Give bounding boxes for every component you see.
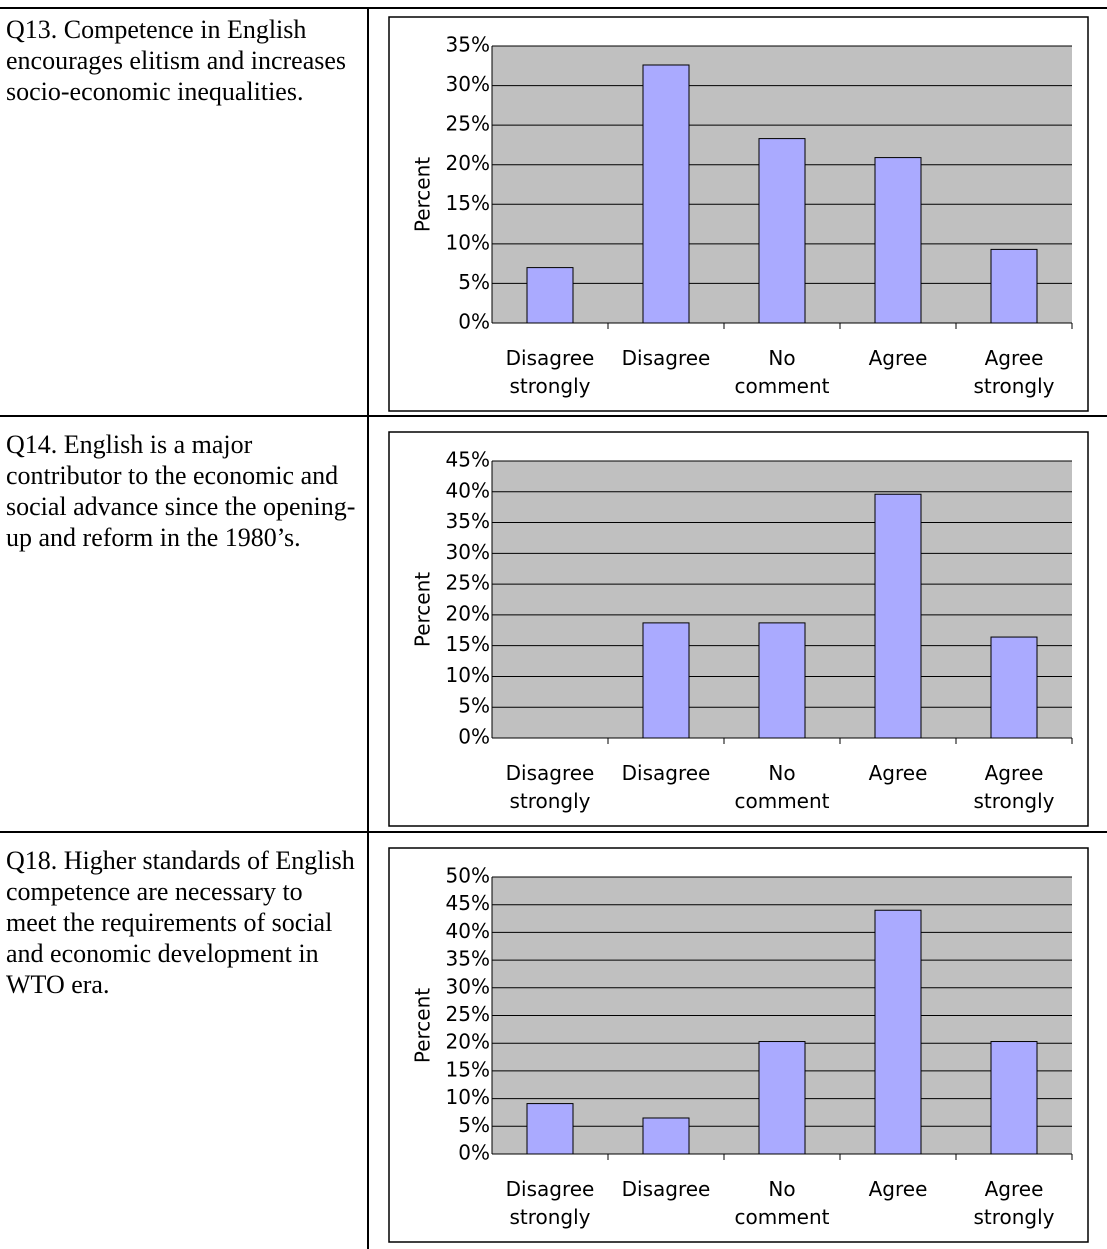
y-tick-label: 5% (458, 270, 490, 294)
y-tick-label: 35% (446, 509, 490, 533)
bar (758, 138, 806, 324)
y-tick-label: 10% (446, 1085, 490, 1109)
bar (990, 1041, 1038, 1155)
bar (990, 636, 1038, 739)
question: Q14. English is a major contributor to t… (6, 430, 356, 552)
y-tick-label: 20% (446, 1030, 490, 1054)
y-tick-label: 0% (458, 310, 490, 334)
y-tick-label: 5% (458, 694, 490, 718)
y-tick-label: 45% (446, 448, 490, 472)
x-tick-label: Agree strongly (973, 1177, 1054, 1229)
y-tick-label: 20% (446, 151, 490, 175)
y-tick-label: 35% (446, 33, 490, 57)
x-tick-label: Agree (869, 346, 928, 370)
x-tick-label: Agree strongly (973, 761, 1054, 813)
bar (642, 64, 690, 324)
bar (874, 909, 922, 1155)
y-tick-label: 20% (446, 601, 490, 625)
y-tick-label: 15% (446, 191, 490, 215)
y-tick-label: 45% (446, 891, 490, 915)
y-tick-label: 0% (458, 1141, 490, 1165)
x-tick-label: Agree (869, 1177, 928, 1201)
x-tick-label: Disagree strongly (506, 346, 595, 398)
x-tick-label: No comment (734, 1177, 829, 1229)
y-tick-label: 15% (446, 1057, 490, 1081)
y-tick-label: 40% (446, 478, 490, 502)
y-tick-label: 30% (446, 974, 490, 998)
x-tick-label: Disagree strongly (506, 761, 595, 813)
y-tick-label: 40% (446, 919, 490, 943)
x-tick-label: Agree (869, 761, 928, 785)
question: Q18. Higher standards of English compete… (6, 846, 355, 999)
x-tick-label: Disagree (622, 1177, 711, 1201)
bar (642, 1117, 690, 1155)
bar (874, 493, 922, 739)
bar (874, 157, 922, 324)
y-tick-label: 35% (446, 947, 490, 971)
table-border (0, 831, 1107, 833)
table-border (367, 7, 369, 1249)
bar (526, 267, 574, 324)
bar (758, 622, 806, 739)
bar (990, 248, 1038, 324)
chart: Percent 0% 5% 10% 15% 20% 25% 30% 35% 40% 45% Disag… (388, 431, 1089, 827)
bar (526, 1103, 574, 1155)
y-tick-label: 30% (446, 72, 490, 96)
bar (758, 1041, 806, 1155)
y-axis-title: Percent (411, 572, 435, 647)
x-tick-label: Disagree (622, 761, 711, 785)
y-tick-label: 10% (446, 230, 490, 254)
x-tick-label: No comment (734, 346, 829, 398)
y-tick-label: 15% (446, 632, 490, 656)
x-tick-label: Agree strongly (973, 346, 1054, 398)
y-axis-title: Percent (411, 988, 435, 1063)
y-tick-label: 0% (458, 725, 490, 749)
y-tick-label: 30% (446, 540, 490, 564)
table-border (0, 415, 1107, 417)
table-border (0, 7, 1107, 9)
y-tick-label: 25% (446, 571, 490, 595)
bar (642, 622, 690, 739)
question: Q13. Competence in English encourages el… (6, 15, 347, 106)
y-tick-label: 25% (446, 1002, 490, 1026)
chart: Percent 0% 5% 10% 15% 20% 25% 30% 35% 40% 45% 50% Di… (388, 847, 1089, 1243)
x-tick-label: Disagree (622, 346, 711, 370)
x-tick-label: Disagree strongly (506, 1177, 595, 1229)
y-axis-title: Percent (411, 157, 435, 232)
y-tick-label: 10% (446, 663, 490, 687)
chart: Percent 0% 5% 10% 15% 20% 25% 30% 35% Disagree str… (388, 16, 1089, 412)
y-tick-label: 25% (446, 112, 490, 136)
y-tick-label: 50% (446, 864, 490, 888)
y-tick-label: 5% (458, 1113, 490, 1137)
x-tick-label: No comment (734, 761, 829, 813)
